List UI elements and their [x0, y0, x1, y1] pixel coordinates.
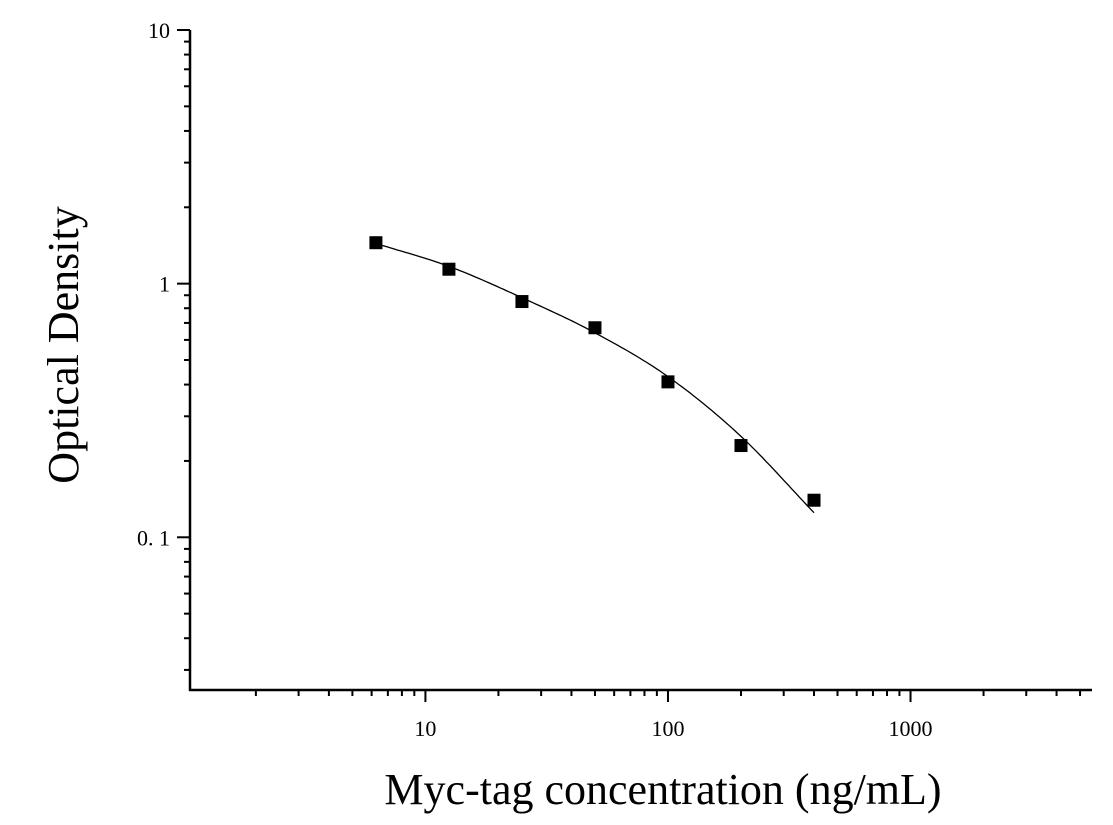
data-point [807, 493, 821, 507]
y-tick-label: 10 [148, 18, 170, 43]
x-tick-label: 100 [651, 716, 684, 741]
y-axis-title: Optical Density [39, 206, 88, 483]
x-tick-label: 1000 [889, 716, 933, 741]
data-point [661, 375, 675, 389]
tick-labels: 10 1 0. 1 10 100 1000 [137, 18, 933, 741]
data-point [369, 236, 383, 250]
data-point [442, 262, 456, 276]
y-tick-label: 1 [159, 272, 170, 297]
data-point [515, 295, 529, 309]
ticks [177, 29, 1082, 702]
fit-curve [375, 242, 815, 514]
x-tick-label: 10 [414, 716, 436, 741]
axes [188, 30, 1092, 692]
y-tick-label: 0. 1 [137, 525, 170, 550]
data-point [588, 321, 602, 335]
data-points [369, 236, 821, 507]
data-point [734, 439, 748, 453]
x-axis-title: Myc-tag concentration (ng/mL) [384, 765, 941, 814]
